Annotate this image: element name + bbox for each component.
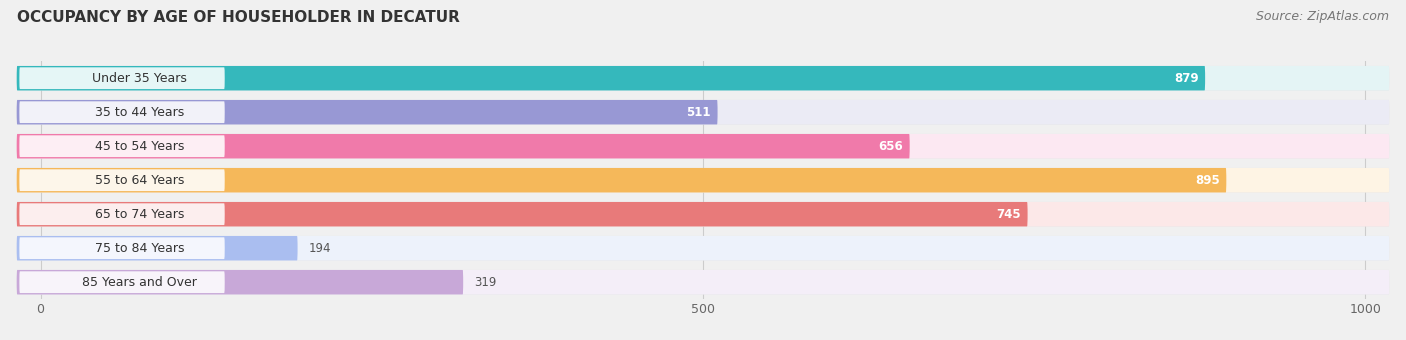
FancyBboxPatch shape	[17, 168, 1389, 192]
Text: OCCUPANCY BY AGE OF HOUSEHOLDER IN DECATUR: OCCUPANCY BY AGE OF HOUSEHOLDER IN DECAT…	[17, 10, 460, 25]
FancyBboxPatch shape	[17, 270, 1389, 294]
FancyBboxPatch shape	[17, 66, 1389, 90]
FancyBboxPatch shape	[17, 168, 1226, 192]
Text: Under 35 Years: Under 35 Years	[93, 72, 187, 85]
Text: 511: 511	[686, 106, 711, 119]
Text: 879: 879	[1174, 72, 1198, 85]
Text: 85 Years and Over: 85 Years and Over	[83, 276, 197, 289]
Text: 55 to 64 Years: 55 to 64 Years	[96, 174, 184, 187]
FancyBboxPatch shape	[17, 66, 1389, 90]
FancyBboxPatch shape	[17, 236, 1389, 260]
Text: 745: 745	[997, 208, 1021, 221]
Text: 45 to 54 Years: 45 to 54 Years	[96, 140, 184, 153]
FancyBboxPatch shape	[17, 270, 1389, 294]
Text: 35 to 44 Years: 35 to 44 Years	[96, 106, 184, 119]
FancyBboxPatch shape	[20, 237, 225, 259]
FancyBboxPatch shape	[17, 134, 1389, 158]
Text: 75 to 84 Years: 75 to 84 Years	[96, 242, 184, 255]
FancyBboxPatch shape	[17, 202, 1389, 226]
FancyBboxPatch shape	[17, 202, 1028, 226]
FancyBboxPatch shape	[17, 270, 463, 294]
Text: 656: 656	[879, 140, 903, 153]
FancyBboxPatch shape	[17, 66, 1205, 90]
Text: 895: 895	[1195, 174, 1220, 187]
FancyBboxPatch shape	[20, 101, 225, 123]
FancyBboxPatch shape	[17, 202, 1389, 226]
FancyBboxPatch shape	[20, 135, 225, 157]
FancyBboxPatch shape	[17, 100, 717, 124]
FancyBboxPatch shape	[20, 271, 225, 293]
Text: 319: 319	[474, 276, 496, 289]
FancyBboxPatch shape	[20, 169, 225, 191]
Text: 194: 194	[308, 242, 330, 255]
Text: Source: ZipAtlas.com: Source: ZipAtlas.com	[1256, 10, 1389, 23]
FancyBboxPatch shape	[17, 134, 910, 158]
Text: 65 to 74 Years: 65 to 74 Years	[96, 208, 184, 221]
FancyBboxPatch shape	[17, 236, 298, 260]
FancyBboxPatch shape	[20, 203, 225, 225]
FancyBboxPatch shape	[17, 236, 1389, 260]
FancyBboxPatch shape	[17, 100, 1389, 124]
FancyBboxPatch shape	[20, 67, 225, 89]
FancyBboxPatch shape	[17, 134, 1389, 158]
FancyBboxPatch shape	[17, 168, 1389, 192]
FancyBboxPatch shape	[17, 100, 1389, 124]
